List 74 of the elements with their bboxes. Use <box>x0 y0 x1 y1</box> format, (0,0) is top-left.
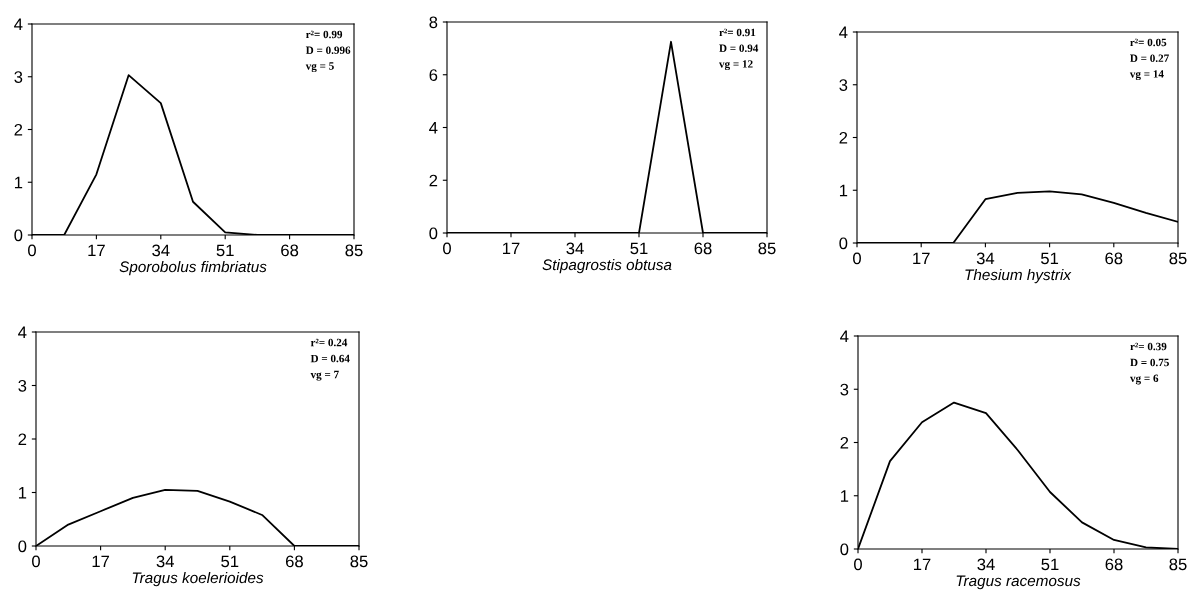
x-tick-label: 51 <box>1041 252 1059 265</box>
annotation: D = 0.996 <box>305 46 351 55</box>
x-tick-label: 51 <box>630 242 648 255</box>
y-tick-label: 4 <box>840 330 849 343</box>
y-tick-label: 1 <box>840 490 849 502</box>
annotation: D = 0.75 <box>1130 358 1169 367</box>
x-tick-label: 17 <box>913 252 930 265</box>
x-tick-label: 34 <box>566 242 584 255</box>
annotation: vg = 7 <box>310 370 339 381</box>
y-tick-label: 2 <box>429 174 438 187</box>
annotation: D = 0.94 <box>719 44 759 53</box>
x-axis-title: Stipagrostis obtusa <box>542 258 672 274</box>
annotation: D = 0.27 <box>1130 54 1169 63</box>
x-tick-label: 51 <box>1041 558 1059 571</box>
annotation: r²= 0.91 <box>719 28 756 37</box>
y-tick-label: 1 <box>14 176 23 189</box>
y-tick-label: 0 <box>18 540 27 553</box>
y-tick-label: 4 <box>839 26 848 39</box>
x-tick-label: 17 <box>92 555 110 568</box>
x-axis-title: Thesium hystrix <box>965 268 1072 284</box>
y-tick-label: 2 <box>839 131 848 144</box>
annotation: vg = 6 <box>1130 374 1159 385</box>
x-tick-label: 51 <box>221 555 239 568</box>
x-tick-label: 68 <box>1105 252 1123 265</box>
y-tick-label: 0 <box>429 227 438 240</box>
x-tick-label: 0 <box>28 244 36 257</box>
y-tick-label: 2 <box>840 436 849 449</box>
y-tick-label: 1 <box>839 184 848 197</box>
x-tick-label: 85 <box>1169 558 1187 571</box>
x-tick-label: 68 <box>281 244 299 257</box>
annotation: vg = 12 <box>719 60 753 71</box>
y-tick-label: 4 <box>14 18 23 31</box>
y-tick-label: 0 <box>840 543 849 556</box>
x-tick-label: 85 <box>350 555 368 568</box>
x-tick-label: 0 <box>443 242 451 255</box>
x-tick-label: 68 <box>694 242 712 255</box>
y-tick-label: 3 <box>18 379 27 392</box>
x-tick-label: 17 <box>503 242 520 255</box>
x-tick-label: 85 <box>345 244 363 257</box>
x-tick-label: 85 <box>1169 252 1187 265</box>
x-tick-label: 0 <box>853 252 861 265</box>
x-tick-label: 34 <box>977 558 995 571</box>
x-tick-label: 34 <box>156 555 174 568</box>
y-tick-label: 3 <box>840 383 849 396</box>
x-tick-label: 0 <box>854 558 862 571</box>
x-tick-label: 17 <box>914 558 931 571</box>
x-tick-label: 34 <box>152 244 170 257</box>
y-tick-label: 4 <box>18 326 27 339</box>
y-tick-label: 0 <box>14 229 23 242</box>
x-tick-label: 0 <box>32 555 40 568</box>
x-tick-label: 68 <box>1105 558 1123 571</box>
x-tick-label: 68 <box>285 555 303 568</box>
x-axis-title: Sporobolus fimbriatus <box>119 260 267 276</box>
x-tick-label: 34 <box>976 252 995 265</box>
y-tick-label: 4 <box>429 122 438 134</box>
y-tick-label: 2 <box>18 433 27 446</box>
y-tick-label: 3 <box>839 79 848 91</box>
annotation: r²= 0.05 <box>1130 38 1167 47</box>
x-tick-label: 17 <box>88 244 105 257</box>
y-tick-label: 3 <box>14 71 23 83</box>
y-tick-label: 2 <box>14 123 23 136</box>
annotation: vg = 14 <box>1129 70 1164 81</box>
annotation: r²= 0.24 <box>310 338 348 347</box>
y-tick-label: 1 <box>18 487 27 499</box>
annotation: vg = 5 <box>305 62 334 73</box>
y-tick-label: 6 <box>429 69 438 81</box>
x-axis-title: Tragus koelerioides <box>132 571 264 587</box>
annotation: r²= 0.99 <box>306 30 343 39</box>
y-tick-label: 8 <box>429 16 438 29</box>
annotation: D = 0.64 <box>310 354 350 363</box>
x-tick-label: 51 <box>216 244 234 257</box>
annotation: r²= 0.39 <box>1130 342 1167 351</box>
x-axis-title: Tragus racemosus <box>956 575 1081 590</box>
x-tick-label: 85 <box>758 242 776 255</box>
